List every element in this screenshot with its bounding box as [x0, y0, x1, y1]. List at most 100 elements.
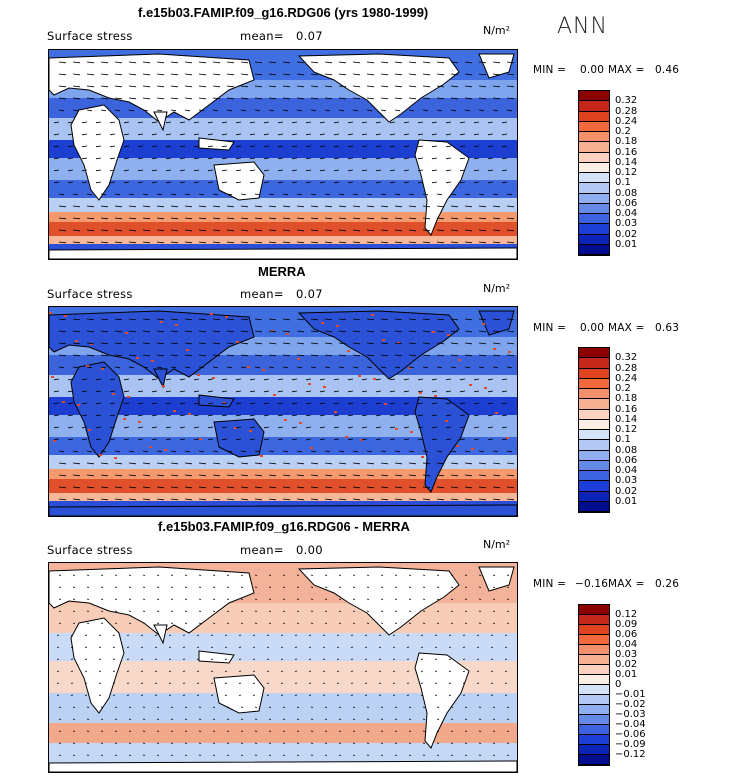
stress-vector [198, 73, 207, 76]
colorbar-swatch [579, 685, 609, 695]
stress-vector [156, 217, 165, 220]
stress-vector [207, 121, 214, 124]
stress-vector [338, 342, 347, 345]
stress-vector [394, 73, 403, 76]
stress-vector [501, 169, 508, 172]
stress-vector [408, 241, 417, 244]
stress-vector [184, 486, 193, 489]
stress-vector [98, 634, 102, 636]
stress-vector [394, 610, 398, 612]
stress-vector [473, 133, 480, 136]
stress-vector [282, 586, 286, 588]
stress-vector [184, 342, 193, 345]
stress-vector [128, 610, 132, 612]
stress-vector [128, 718, 132, 720]
stress-vector [338, 205, 347, 208]
stress-vector [282, 574, 286, 576]
stress-vector [476, 670, 480, 672]
stress-vector [81, 414, 88, 417]
stress-vector [436, 622, 440, 624]
stress-vector [450, 622, 454, 624]
stress-vector [394, 318, 403, 321]
stress-vector [67, 438, 74, 441]
panel-3-units: N/m² [483, 538, 511, 551]
stress-vector [487, 426, 494, 429]
stress-vector [100, 217, 109, 220]
stress-vector [352, 574, 356, 576]
hotspot [262, 369, 265, 371]
stress-vector [128, 330, 137, 333]
stress-vector [254, 241, 263, 244]
stress-band [49, 212, 517, 222]
colorbar-tick-label: 0.06 [615, 454, 638, 466]
colorbar-tick-label: 0.06 [615, 629, 638, 640]
stress-vector [394, 61, 403, 64]
stress-vector [254, 610, 258, 612]
stress-vector [86, 318, 95, 321]
stress-vector [268, 462, 277, 465]
stress-vector [86, 574, 90, 576]
stress-vector [478, 354, 487, 357]
stress-vector [324, 450, 331, 453]
stress-vector [389, 157, 396, 160]
stress-vector [114, 610, 118, 612]
stress-vector [310, 486, 319, 489]
stress-vector [198, 97, 207, 100]
stress-vector [128, 193, 135, 196]
stress-vector [268, 318, 277, 321]
stress-vector [366, 217, 375, 220]
hotspot [345, 436, 348, 438]
stress-vector [268, 586, 272, 588]
stress-vector [366, 241, 375, 244]
panel-1-max-label: MAX = [608, 64, 645, 76]
stress-vector [375, 378, 382, 381]
stress-vector [464, 742, 468, 744]
stress-vector [137, 426, 144, 429]
stress-vector [53, 426, 60, 429]
stress-vector [184, 241, 193, 244]
stress-vector [417, 402, 424, 405]
stress-vector [347, 378, 354, 381]
stress-vector [58, 730, 62, 732]
stress-vector [254, 217, 263, 220]
stress-vector [268, 61, 277, 64]
stress-vector [142, 450, 149, 453]
stress-vector [434, 682, 438, 684]
stress-vector [352, 462, 361, 465]
stress-vector [95, 402, 102, 405]
stress-vector [193, 145, 200, 148]
stress-vector [445, 169, 452, 172]
colorbar-swatch [579, 645, 609, 655]
stress-vector [473, 414, 480, 417]
stress-vector [128, 622, 132, 624]
stress-vector [151, 378, 158, 381]
panel-1-mean-label: mean= [240, 29, 284, 43]
stress-vector [380, 205, 389, 208]
stress-vector [333, 145, 340, 148]
stress-vector [58, 718, 62, 720]
stress-vector [291, 390, 298, 393]
hotspot [310, 447, 313, 449]
stress-vector [100, 742, 104, 744]
stress-vector [506, 241, 515, 244]
stress-vector [156, 241, 165, 244]
hotspot [493, 348, 496, 350]
stress-vector [282, 718, 286, 720]
colorbar-swatch [579, 625, 609, 635]
stress-vector [364, 658, 368, 660]
colorbar-swatch [579, 450, 609, 461]
stress-vector [394, 598, 398, 600]
stress-vector [336, 646, 340, 648]
stress-vector [408, 450, 415, 453]
panel-2-min-label: MIN = [533, 322, 567, 334]
hotspot [88, 429, 91, 431]
stress-vector [182, 634, 186, 636]
stress-vector [151, 157, 158, 160]
stress-vector [380, 229, 389, 232]
stress-vector [380, 85, 389, 88]
stress-vector [128, 450, 135, 453]
stress-vector [254, 462, 263, 465]
stress-vector [128, 85, 137, 88]
stress-vector [310, 610, 314, 612]
stress-vector [501, 438, 508, 441]
